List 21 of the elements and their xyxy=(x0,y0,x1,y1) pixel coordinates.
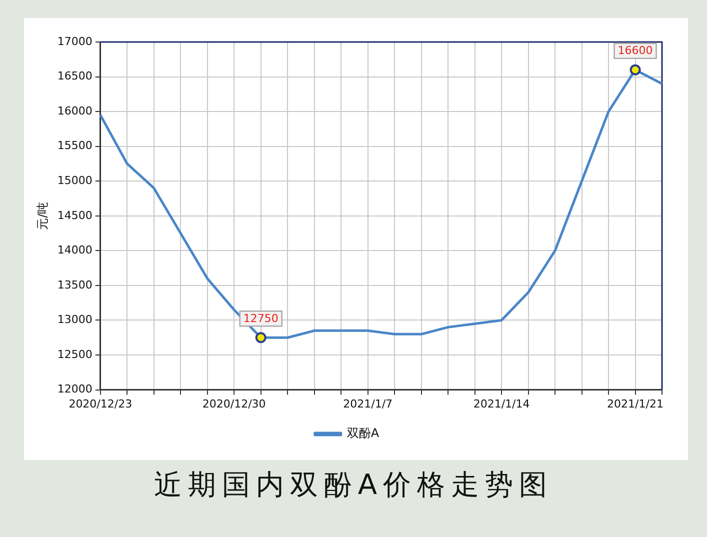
y-tick-label: 14000 xyxy=(57,244,92,257)
y-tick-label: 15500 xyxy=(57,139,92,152)
x-tick-label: 2021/1/21 xyxy=(607,397,664,410)
x-tick-label: 2021/1/7 xyxy=(343,397,393,410)
legend-label: 双酚A xyxy=(346,426,380,440)
y-tick-label: 13500 xyxy=(57,278,92,292)
y-axis-title: 元/吨 xyxy=(35,202,50,230)
y-tick-label: 12000 xyxy=(57,382,92,396)
y-tick-label: 12500 xyxy=(57,348,92,361)
x-tick-label: 2021/1/14 xyxy=(473,397,530,410)
text: 近期国内双酚A价格走势图 xyxy=(152,467,554,503)
y-tick-label: 15000 xyxy=(57,174,92,187)
y-tick-label: 17000 xyxy=(57,34,92,48)
annotation: 16600 xyxy=(618,44,653,58)
y-tick-label: 14500 xyxy=(57,208,92,222)
x-tick-label: 2020/12/23 xyxy=(68,397,132,410)
y-tick-label: 16500 xyxy=(57,70,92,83)
annotation: 12750 xyxy=(243,312,278,325)
y-tick-label: 13000 xyxy=(57,313,92,326)
y-tick-label: 16000 xyxy=(57,104,92,118)
x-tick-label: 2020/12/30 xyxy=(202,397,266,410)
